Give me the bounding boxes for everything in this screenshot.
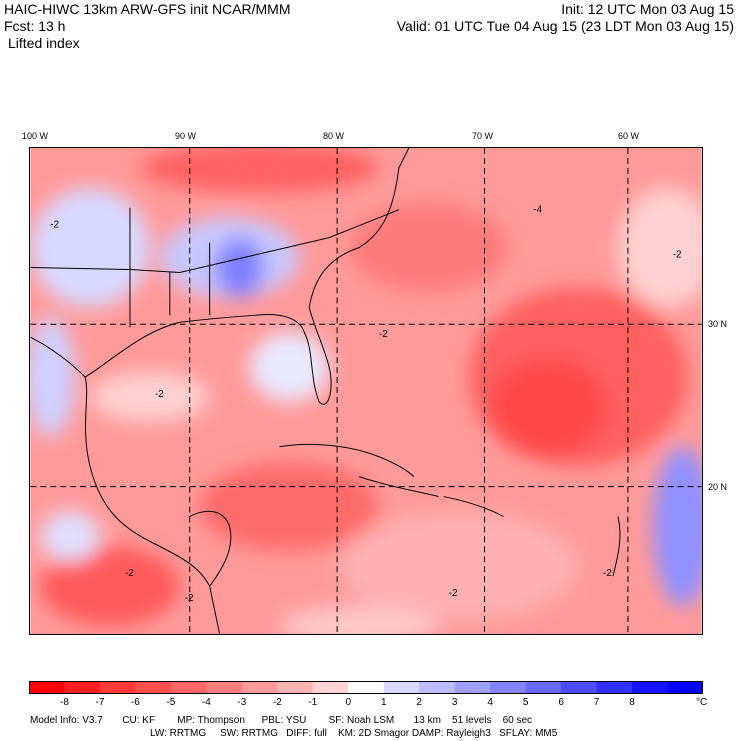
colorbar-label: -1 (308, 697, 318, 708)
lon-label-80w: 80 W (323, 131, 345, 141)
colorbar (29, 681, 703, 694)
colorbar-label: -2 (272, 697, 282, 708)
colorbar-label: 6 (558, 697, 564, 708)
lat-label-20n: 20 N (708, 482, 728, 492)
model-info-line-1: Model Info: V3.7 CU: KF MP: Thompson PBL… (30, 715, 533, 726)
valid-time: Valid: 01 UTC Tue 04 Aug 15 (23 LDT Mon … (396, 18, 734, 34)
colorbar-label: 0 (345, 697, 352, 708)
forecast-hour: Fcst: 13 h (4, 18, 66, 34)
colorbar-segment (312, 681, 349, 694)
colorbar-label: -6 (130, 697, 140, 708)
colorbar-label: 7 (593, 697, 600, 708)
colorbar-segment (277, 681, 314, 694)
model-info-line-2: LW: RRTMG SW: RRTMG DIFF: full KM: 2D Sm… (150, 728, 558, 739)
colorbar-label: -3 (237, 697, 247, 708)
lifted-index-map: -2 -2 -2 -2 -2 -2 -2 -4 -2 (29, 147, 703, 635)
colorbar-label: -7 (95, 697, 105, 708)
colorbar-unit: °C (696, 697, 708, 708)
lon-label-60w: 60 W (618, 131, 640, 141)
colorbar-segment (667, 681, 703, 694)
colorbar-segment (206, 681, 243, 694)
model-title: HAIC-HIWC 13km ARW-GFS init NCAR/MMM (4, 1, 291, 17)
colorbar-segment (135, 681, 172, 694)
graticule (30, 148, 702, 634)
colorbar-segment (525, 681, 562, 694)
colorbar-segment (383, 681, 420, 694)
colorbar-segment (632, 681, 669, 694)
shading-field (30, 148, 702, 634)
colorbar-segment (170, 681, 207, 694)
init-time: Init: 12 UTC Mon 03 Aug 15 (561, 1, 734, 17)
colorbar-segment (29, 681, 65, 694)
colorbar-segment (64, 681, 101, 694)
colorbar-segment (490, 681, 527, 694)
colorbar-label: -5 (166, 697, 176, 708)
contour-label: -2 (603, 568, 612, 579)
colorbar-segment (348, 681, 385, 694)
colorbar-label: -4 (201, 697, 211, 708)
contour-label: -4 (533, 205, 542, 216)
contour-label: -2 (673, 250, 682, 261)
colorbar-segment (99, 681, 136, 694)
colorbar-label: 3 (451, 697, 458, 708)
colorbar-label: 2 (416, 697, 422, 708)
contour-label: -2 (185, 593, 194, 604)
colorbar-segment (419, 681, 456, 694)
colorbar-segment (241, 681, 278, 694)
colorbar-label: 5 (522, 697, 529, 708)
contour-label: -2 (449, 588, 458, 599)
contour-label: -2 (50, 220, 59, 231)
lon-label-90w: 90 W (175, 131, 197, 141)
contour-label: -2 (155, 389, 164, 400)
colorbar-label: -8 (60, 697, 69, 708)
colorbar-segment (454, 681, 491, 694)
lon-label-100w: 100 W (22, 131, 49, 141)
colorbar-label: 8 (629, 697, 635, 708)
field-name: Lifted index (8, 35, 80, 51)
colorbar-label: 1 (380, 697, 387, 708)
lat-label-30n: 30 N (708, 319, 728, 329)
colorbar-segment (561, 681, 598, 694)
contour-label: -2 (379, 329, 388, 340)
coastlines (30, 148, 621, 634)
colorbar-label: 4 (487, 697, 493, 708)
contour-label: -2 (125, 568, 134, 579)
colorbar-segment (596, 681, 633, 694)
lon-label-70w: 70 W (472, 131, 494, 141)
